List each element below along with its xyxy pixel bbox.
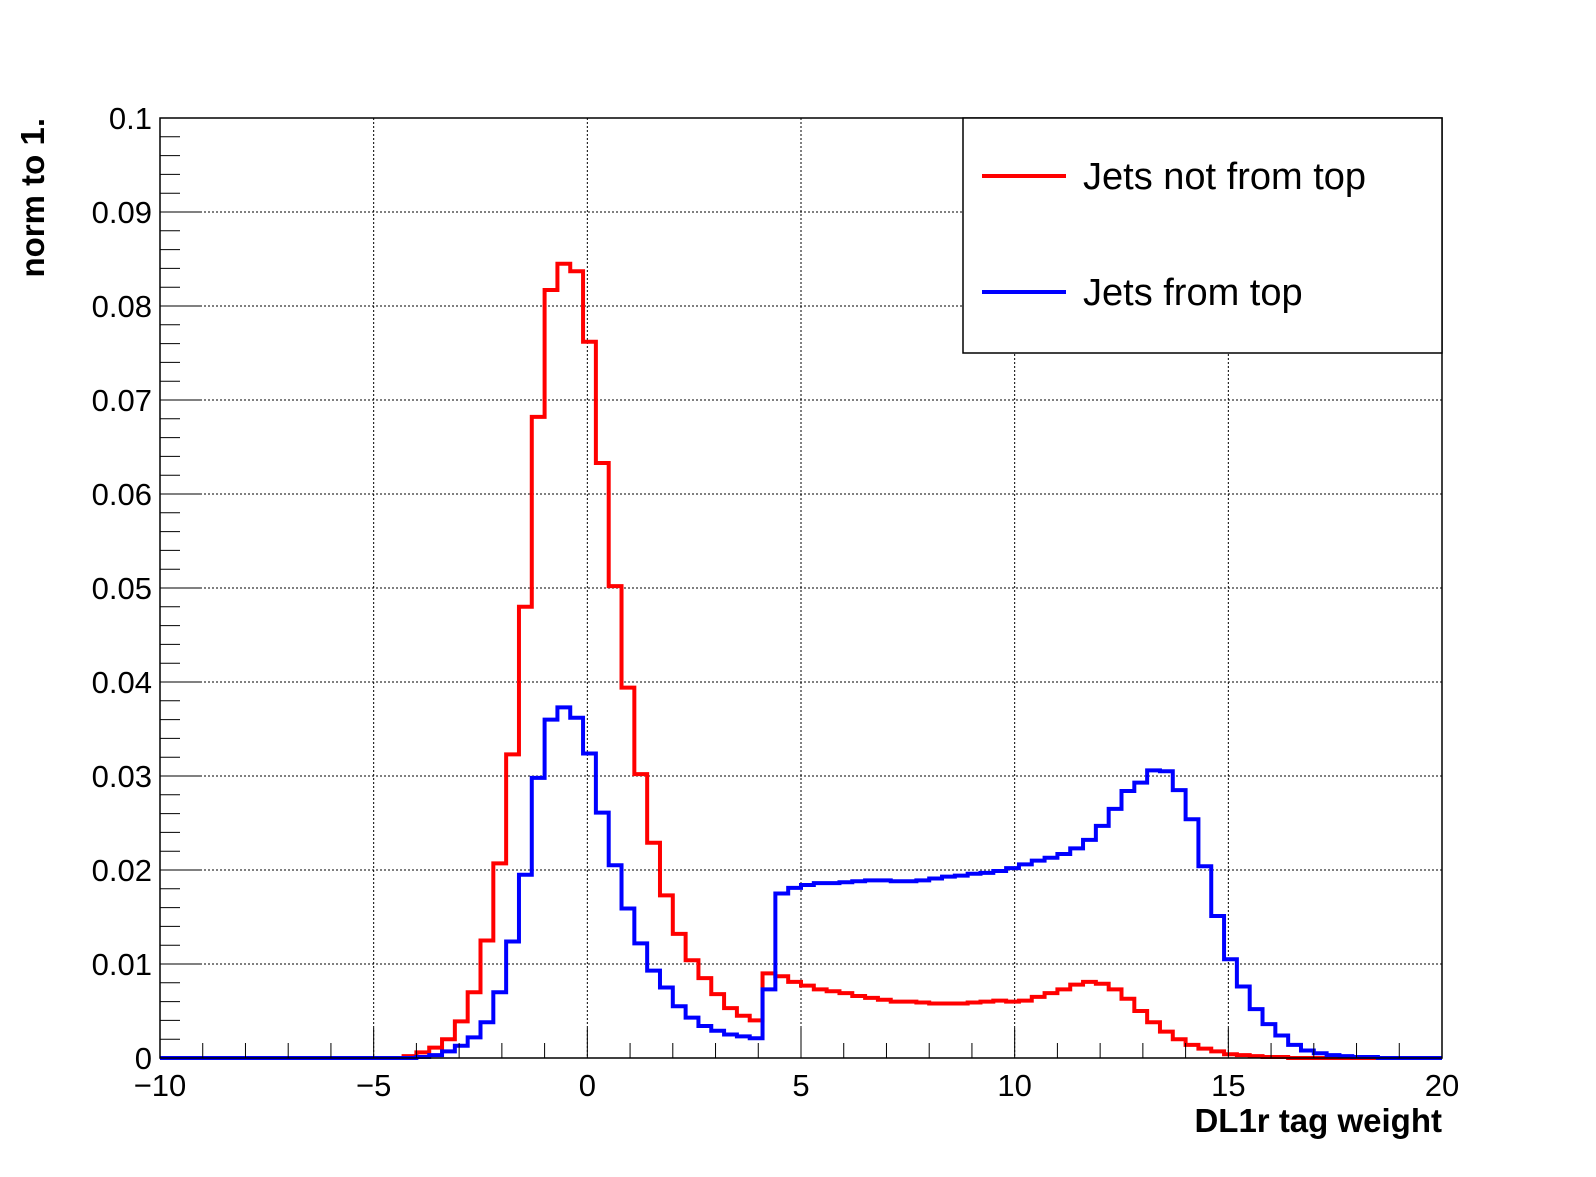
y-tick-label: 0.07 xyxy=(92,383,152,418)
x-tick-label: 0 xyxy=(579,1068,596,1103)
y-tick-label: 0.06 xyxy=(92,477,152,512)
y-tick-label: 0.02 xyxy=(92,853,152,888)
x-tick-label: −10 xyxy=(134,1068,187,1103)
y-tick-label: 0.09 xyxy=(92,195,152,230)
x-tick-label: 5 xyxy=(792,1068,809,1103)
x-tick-label: 10 xyxy=(997,1068,1031,1103)
x-axis-title: DL1r tag weight xyxy=(1194,1102,1442,1139)
legend: Jets not from top Jets from top xyxy=(962,117,1443,354)
y-tick-label: 0.03 xyxy=(92,759,152,794)
y-tick-label: 0.01 xyxy=(92,947,152,982)
y-axis-title: norm to 1. xyxy=(14,118,51,278)
series-line-0 xyxy=(160,261,1442,1060)
axis-ticks xyxy=(159,117,1443,1059)
y-tick-label: 0.08 xyxy=(92,289,152,324)
legend-label-jets-not-from-top: Jets not from top xyxy=(1083,156,1366,198)
y-tick-label: 0 xyxy=(135,1041,152,1076)
y-tick-label: 0.05 xyxy=(92,571,152,606)
legend-label-jets-from-top: Jets from top xyxy=(1083,272,1303,314)
legend-box xyxy=(962,117,1443,354)
y-tick-label: 0.04 xyxy=(92,665,152,700)
x-tick-label: 20 xyxy=(1425,1068,1459,1103)
series-group xyxy=(160,261,1442,1060)
y-tick-label: 0.1 xyxy=(109,101,152,136)
x-tick-label: −5 xyxy=(356,1068,391,1103)
tick-labels: −10 −5 0 5 10 15 20 0 0.01 0.02 0.03 0.04 0.05 0.06 0.… xyxy=(92,101,1460,1103)
series-line-1 xyxy=(160,705,1442,1060)
x-tick-label: 15 xyxy=(1211,1068,1245,1103)
